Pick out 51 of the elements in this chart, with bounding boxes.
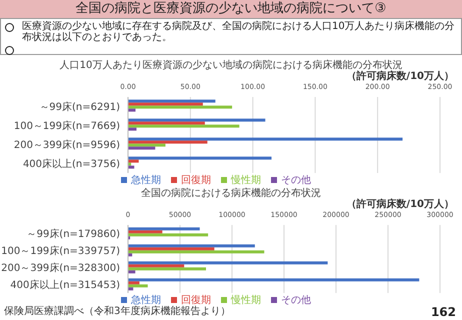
legend-label: その他 [281, 295, 311, 306]
bar [128, 138, 403, 141]
bar [128, 264, 184, 268]
y-tick-label: 100～199床(n=7669) [14, 120, 120, 132]
y-tick-label: 400床以上(n=315453) [10, 279, 120, 292]
bar [128, 160, 139, 163]
x-axis-title: （許可病床数/10万人） [346, 71, 454, 82]
bar [128, 124, 240, 128]
bar [128, 122, 205, 125]
bar [128, 284, 148, 288]
bar [128, 102, 203, 106]
chart-title: 全国の病院における病床機能の分布状況 [140, 187, 322, 200]
bar [128, 230, 162, 234]
bar [128, 278, 420, 282]
y-tick-label: 100～199床(n=339757) [1, 245, 120, 258]
bar [128, 144, 166, 147]
bar [128, 247, 214, 250]
bar [128, 108, 136, 112]
bar [128, 250, 264, 254]
x-axis-title: （許可病床数/10万人） [346, 199, 454, 210]
bar [128, 227, 200, 230]
bar [128, 156, 272, 160]
legend-label: 回復期 [181, 295, 211, 306]
y-tick-label: ～99床(n=6291) [39, 101, 120, 114]
y-tick-label: 200～399床(n=328300) [1, 262, 120, 274]
bar [128, 118, 266, 122]
text: 保険局医療課調べ（令和3年度病床機能報告より） [4, 304, 230, 318]
y-tick-label: 200～399床(n=9596) [14, 139, 120, 152]
bar [128, 100, 216, 103]
bar [128, 233, 208, 236]
legend-label: 慢性期 [231, 295, 261, 306]
bar [128, 244, 255, 248]
text: 162 [430, 305, 456, 319]
text: 全国の病院と医療資源の少ない地域の病院について③ [0, 0, 462, 19]
legend-label: その他 [281, 175, 311, 186]
legend-label: 慢性期 [231, 175, 261, 186]
legend-label: 急性期 [131, 295, 161, 306]
bar [128, 106, 232, 109]
chart-title: 人口10万人あたり医療資源の少ない地域の病院における病床機能の分布状況 [58, 59, 402, 71]
legend-label: 回復期 [181, 175, 211, 186]
bar [128, 261, 328, 264]
y-tick-label: 400床以上(n=3756) [22, 158, 120, 170]
bar [128, 270, 136, 274]
bar [128, 267, 206, 270]
bar [128, 128, 136, 131]
text: 医療資源の少ない地域に存在する病院及び、全国の病院における人口10万人あたり病床機能の分布状況は以下のとおりであった。 [22, 21, 456, 43]
bar [128, 281, 140, 284]
y-tick-label: ～99床(n=179860) [26, 228, 120, 240]
bar [128, 146, 156, 150]
bar [128, 140, 208, 144]
legend-label: 急性期 [131, 175, 161, 186]
